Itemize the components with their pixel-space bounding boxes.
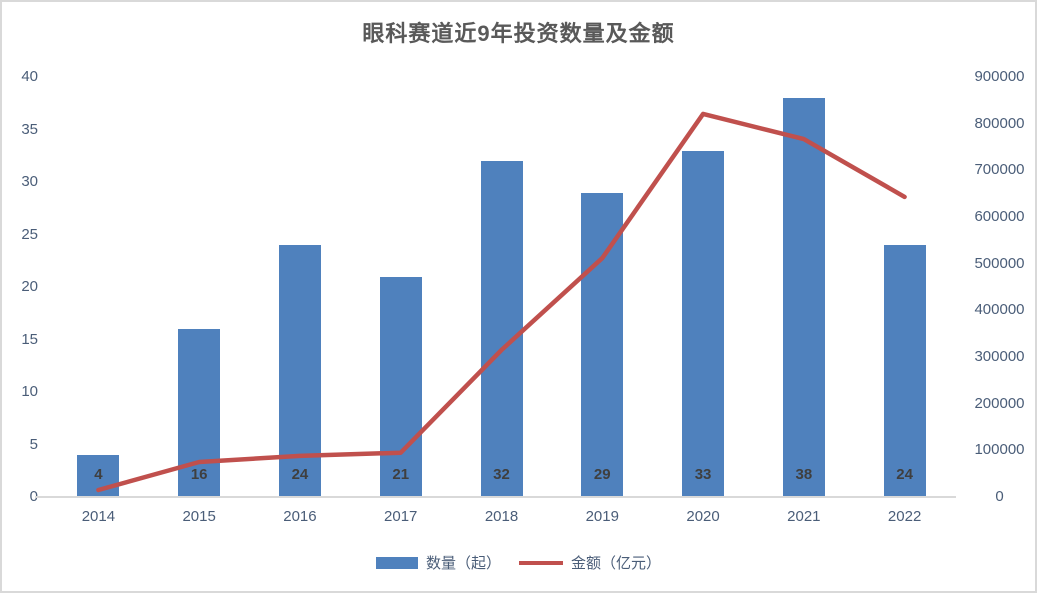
- x-axis-tick: 2022: [887, 508, 922, 525]
- y-axis-right-tick: 800000: [974, 114, 1025, 132]
- y-axis-right-tick: 100000: [974, 441, 1025, 459]
- y-axis-right-tick: 700000: [974, 161, 1025, 179]
- y-axis-right-tick: 900000: [974, 68, 1025, 85]
- x-axis-tick: 2019: [585, 508, 619, 525]
- y-axis-left-tick: 10: [21, 383, 38, 400]
- bar-data-label: 16: [190, 466, 208, 483]
- y-axis-right-tick: 600000: [974, 208, 1025, 225]
- bar-data-label: 24: [291, 466, 309, 483]
- y-axis-left-tick: 20: [21, 278, 38, 295]
- x-axis-line: [35, 496, 956, 498]
- y-axis-left-tick: 0: [29, 488, 38, 505]
- x-axis-tick: 2017: [384, 508, 418, 525]
- x-axis-tick: 2016: [283, 508, 317, 525]
- y-axis-right-tick: 0: [995, 488, 1004, 505]
- y-axis-right-tick: 500000: [974, 254, 1025, 272]
- x-axis-tick: 2018: [484, 508, 519, 525]
- bar-2017: [379, 276, 422, 497]
- y-axis-left-tick: 5: [29, 435, 38, 453]
- bar-data-label: 33: [694, 466, 712, 483]
- bar-data-label: 29: [593, 466, 611, 483]
- bar-2022: [883, 245, 926, 497]
- y-axis-left-tick: 25: [21, 225, 38, 243]
- legend-line-swatch-icon: [519, 560, 563, 565]
- bar-data-label: 24: [896, 466, 913, 483]
- y-axis-right-tick: 200000: [974, 394, 1025, 412]
- x-axis-tick: 2015: [182, 508, 216, 525]
- bar-2019: [581, 192, 624, 497]
- y-axis-right-tick: 300000: [974, 348, 1025, 365]
- bar-data-label: 38: [795, 466, 813, 483]
- y-axis-left-tick: 30: [21, 173, 38, 190]
- x-axis-tick: 2021: [787, 508, 821, 525]
- bar-data-label: 32: [493, 466, 510, 483]
- x-axis-tick: 2020: [686, 508, 720, 525]
- x-axis-tick: 2014: [81, 508, 116, 525]
- bar-data-label: 4: [94, 466, 103, 483]
- legend-line-label: 金额（亿元）: [571, 555, 662, 572]
- y-axis-right-tick: 400000: [974, 301, 1025, 319]
- y-axis-left-tick: 15: [21, 330, 38, 348]
- bar-2016: [278, 245, 321, 497]
- legend-bar-swatch-icon: [375, 556, 418, 569]
- bar-2021: [782, 98, 825, 497]
- bar-2020: [682, 150, 725, 497]
- bar-2018: [480, 161, 523, 497]
- y-axis-left-tick: 40: [21, 68, 38, 85]
- legend: 数量（起） 金额（亿元）: [2, 552, 1035, 573]
- chart-title: 眼科赛道近9年投资数量及金额: [362, 21, 675, 46]
- legend-bar-label: 数量（起）: [425, 555, 501, 572]
- y-axis-left-tick: 35: [21, 120, 38, 138]
- bar-data-label: 21: [392, 466, 410, 483]
